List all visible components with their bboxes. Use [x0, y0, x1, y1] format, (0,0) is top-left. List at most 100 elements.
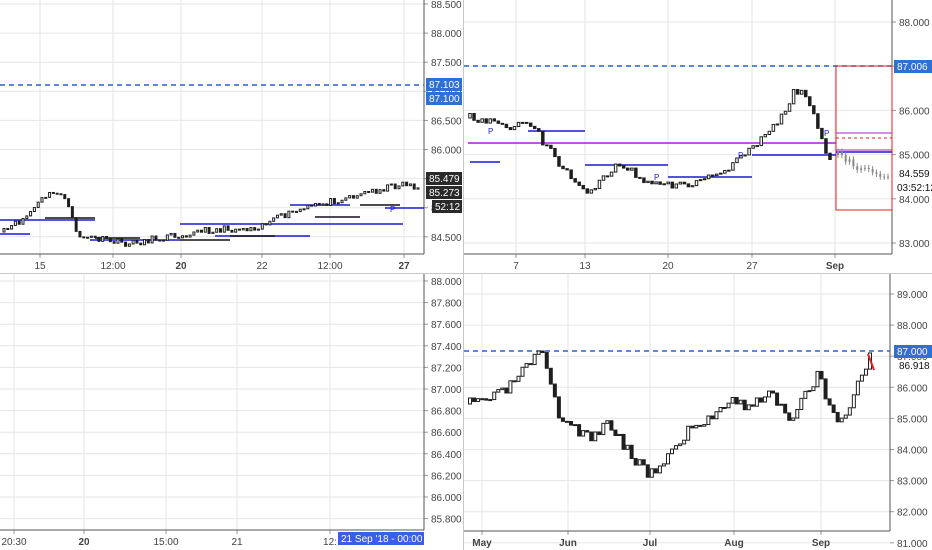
- pivot-marker: P: [488, 127, 493, 136]
- undefined: [386, 184, 390, 192]
- undefined: [416, 187, 420, 190]
- undefined: [710, 174, 715, 177]
- undefined: [260, 223, 264, 230]
- undefined: [294, 210, 298, 213]
- undefined: [734, 396, 739, 405]
- undefined: [496, 120, 501, 124]
- price-readout: 84.559: [899, 169, 930, 180]
- undefined: [188, 234, 192, 238]
- x-tick-label: Aug: [724, 538, 743, 549]
- undefined: [169, 232, 173, 236]
- undefined: [601, 175, 606, 181]
- chart-canvas-bottom-right[interactable]: 89.000 88.000 87.000 86.000 85.000 84.000 83.0…: [464, 274, 932, 550]
- undefined: [694, 424, 699, 429]
- undefined: [666, 181, 670, 185]
- undefined: [828, 152, 832, 160]
- y-tick-label: 87.600: [431, 320, 462, 331]
- projection-candle: [840, 151, 843, 156]
- y-tick-label: 84.500: [431, 233, 462, 244]
- undefined: [808, 96, 812, 107]
- chart-canvas-top-left[interactable]: 88.50088.00087.50087.00086.50086.00085.5…: [0, 0, 463, 273]
- chart-pane-top-left[interactable]: 88.50088.00087.50087.00086.50086.00085.5…: [0, 0, 463, 273]
- undefined: [116, 238, 120, 244]
- undefined: [564, 420, 569, 423]
- y-tick-label: 87.800: [431, 299, 462, 310]
- chart-canvas-bottom-left[interactable]: 88.000 87.800 87.600 87.400 87.200 87.000 86.8…: [0, 274, 463, 550]
- undefined: [86, 236, 90, 239]
- x-tick-label: 27: [746, 261, 758, 272]
- undefined: [237, 228, 241, 231]
- undefined: [678, 443, 683, 447]
- undefined: [859, 374, 864, 382]
- x-tick-label: Jun: [559, 538, 577, 549]
- x-tick-label: 15:00: [153, 537, 178, 548]
- undefined: [661, 463, 666, 467]
- chart-pane-bottom-left[interactable]: 88.000 87.800 87.600 87.400 87.200 87.000 86.8…: [0, 274, 463, 550]
- undefined: [378, 189, 382, 194]
- pane-divider-vertical[interactable]: [463, 0, 464, 550]
- projection-candle: [860, 168, 863, 170]
- pane-divider-horizontal[interactable]: [0, 273, 932, 274]
- x-tick-label: 20: [78, 537, 90, 548]
- undefined: [771, 123, 776, 132]
- undefined: [480, 398, 485, 401]
- undefined: [17, 220, 21, 225]
- undefined: [32, 207, 36, 213]
- undefined: [674, 183, 679, 189]
- undefined: [766, 390, 771, 398]
- y-tick-label: 86.000: [899, 106, 930, 117]
- undefined: [569, 420, 574, 426]
- chart-canvas-top-right[interactable]: 88.00087.00086.00085.00084.00083.0007132…: [464, 0, 932, 273]
- undefined: [763, 134, 768, 138]
- undefined: [827, 398, 832, 406]
- undefined: [662, 183, 666, 186]
- undefined: [762, 396, 767, 403]
- undefined: [532, 125, 537, 130]
- undefined: [6, 228, 10, 231]
- y-tick-label: 83.000: [897, 477, 928, 488]
- undefined: [468, 397, 472, 405]
- undefined: [241, 228, 245, 231]
- y-tick-label: 86.000: [431, 493, 462, 504]
- undefined: [573, 424, 578, 427]
- undefined: [686, 425, 691, 441]
- undefined: [682, 439, 687, 445]
- y-tick-label: 88.000: [899, 18, 930, 29]
- y-tick-label: 86.200: [431, 471, 462, 482]
- undefined: [545, 144, 549, 147]
- crosshair-date-badge: 21 Sep '18 - 00:00: [341, 534, 423, 545]
- undefined: [484, 118, 488, 124]
- undefined: [317, 202, 321, 206]
- undefined: [101, 235, 105, 242]
- undefined: [139, 242, 143, 246]
- undefined: [649, 468, 654, 478]
- undefined: [723, 169, 727, 174]
- undefined: [625, 444, 630, 450]
- undefined: [105, 235, 109, 239]
- undefined: [783, 403, 788, 414]
- undefined: [275, 214, 279, 219]
- undefined: [200, 229, 204, 233]
- chart-pane-top-right[interactable]: 88.00087.00086.00085.00084.00083.0007132…: [464, 0, 932, 273]
- undefined: [702, 424, 707, 427]
- y-tick-label: 88.500: [431, 0, 462, 11]
- undefined: [207, 226, 211, 234]
- undefined: [500, 387, 505, 391]
- x-tick-label: 22: [256, 261, 268, 272]
- undefined: [537, 128, 541, 132]
- undefined: [181, 235, 185, 239]
- undefined: [823, 378, 828, 400]
- undefined: [29, 211, 33, 217]
- undefined: [321, 203, 325, 206]
- undefined: [771, 390, 776, 394]
- undefined: [468, 113, 472, 119]
- undefined: [520, 366, 525, 377]
- undefined: [754, 397, 759, 407]
- undefined: [816, 113, 820, 129]
- undefined: [710, 415, 715, 420]
- undefined: [779, 113, 784, 125]
- undefined: [44, 196, 48, 199]
- projection-arrow: [867, 353, 875, 371]
- chart-pane-bottom-right[interactable]: 89.000 88.000 87.000 86.000 85.000 84.000 83.0…: [464, 274, 932, 550]
- undefined: [492, 118, 497, 122]
